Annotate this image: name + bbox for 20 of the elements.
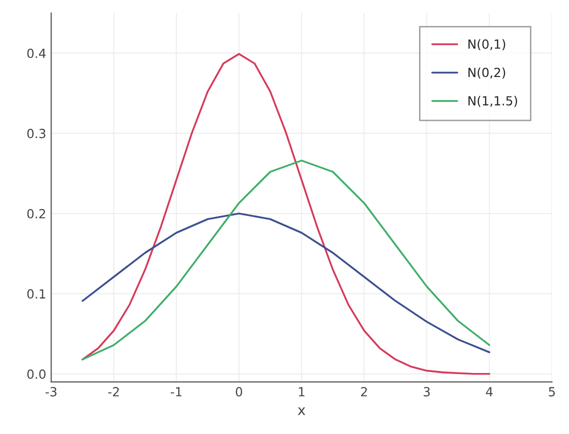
x-tick-label: 2 — [361, 387, 367, 396]
legend-label: N(0,1) — [468, 39, 506, 50]
x-tick-label: 4 — [486, 387, 493, 396]
x-tick-label: -1 — [170, 387, 182, 396]
line-series — [82, 212, 490, 354]
x-tick-label: 3 — [424, 387, 430, 396]
y-tick-label: 0.4 — [27, 48, 46, 58]
x-tick-label: 0 — [236, 387, 242, 396]
y-tick-label: 0.1 — [27, 289, 46, 299]
y-tick-label: 0.0 — [27, 369, 46, 379]
legend-label: N(0,2) — [468, 68, 506, 79]
x-tick-label: 5 — [548, 387, 555, 396]
line-series — [82, 160, 490, 360]
y-tick-label: 0.3 — [27, 128, 46, 138]
x-tick-label: 1 — [298, 387, 304, 396]
y-tick-label: 0.2 — [27, 208, 46, 218]
x-tick-label: -3 — [46, 387, 56, 396]
x-tick-label: -2 — [108, 387, 119, 396]
x-axis-title: x — [298, 407, 306, 415]
legend-label: N(1,1.5) — [468, 96, 518, 107]
